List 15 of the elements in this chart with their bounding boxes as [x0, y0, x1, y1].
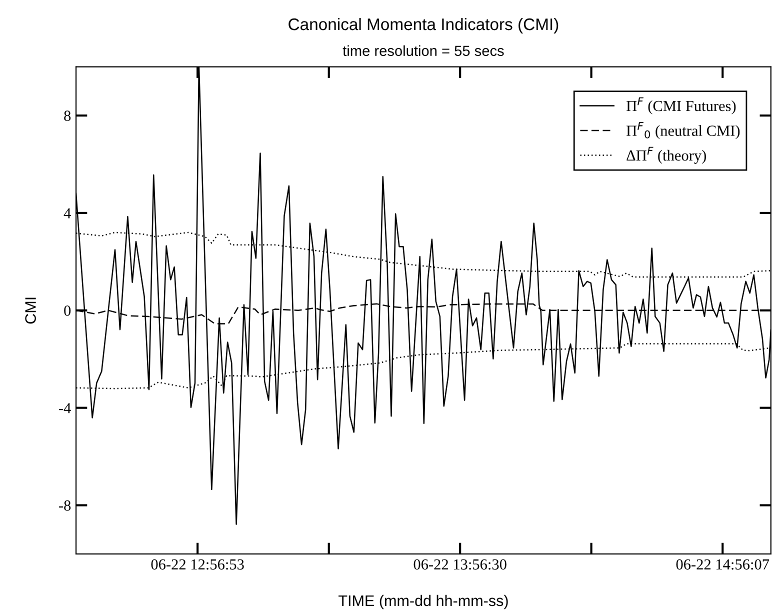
legend-label: ΔΠ$^{F}$ (theory) — [626, 146, 706, 164]
x-tick-label: 06-22 13:56:30 — [414, 559, 506, 570]
y-tick-label: -4 — [59, 403, 71, 414]
x-tick-label: 06-22 12:56:53 — [151, 559, 244, 570]
chart-title: Canonical Momenta Indicators (CMI) — [288, 18, 558, 34]
y-tick-label: 8 — [64, 110, 71, 121]
legend-label: Π$^{F}$ (CMI Futures) — [626, 97, 736, 114]
y-tick-label: -8 — [59, 500, 71, 511]
x-tick-label: 06-22 14:56:07 — [676, 559, 770, 570]
y-tick-label: 4 — [64, 208, 71, 218]
legend-label: Π$^{F}$$_{0}$ (neutral CMI) — [626, 122, 740, 140]
y-axis-title: CMI — [25, 298, 36, 324]
y-tick-label: 0 — [64, 306, 71, 316]
x-axis-title: TIME (mm-dd hh-mm-ss) — [338, 594, 508, 610]
chart-subtitle: time resolution = 55 secs — [342, 45, 504, 56]
